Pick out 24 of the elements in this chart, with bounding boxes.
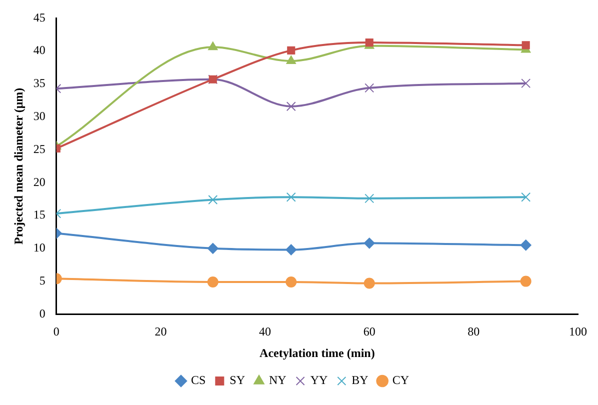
y-tick-label: 35 — [33, 76, 46, 90]
x-tick-label: 60 — [363, 324, 376, 339]
x-tick-label: 100 — [569, 324, 587, 339]
y-tick-label: 40 — [33, 43, 46, 58]
legend-label: SY — [230, 373, 246, 388]
y-tick-label: 45 — [33, 10, 46, 24]
legend-label: CY — [392, 373, 410, 388]
y-tick-label: 30 — [33, 109, 46, 124]
x-tick-label: 20 — [154, 324, 167, 339]
legend-label: BY — [352, 373, 369, 388]
legend-label: CS — [190, 373, 206, 388]
x-tick-label: 0 — [53, 324, 60, 339]
y-tick-label: 15 — [33, 208, 46, 222]
y-tick-label: 10 — [33, 240, 46, 255]
x-tick-label: 80 — [468, 324, 480, 339]
y-tick-label: 0 — [39, 306, 46, 320]
x-tick-label: 40 — [259, 324, 272, 339]
y-tick-label: 20 — [33, 174, 46, 189]
y-axis-title: Projected mean diameter (μm) — [11, 88, 26, 245]
x-axis-title: Acetylation time (min) — [260, 346, 375, 360]
y-tick-label: 5 — [39, 273, 46, 288]
legend-label: NY — [269, 373, 287, 388]
y-tick-label: 25 — [33, 142, 46, 156]
legend-label: YY — [310, 373, 328, 388]
